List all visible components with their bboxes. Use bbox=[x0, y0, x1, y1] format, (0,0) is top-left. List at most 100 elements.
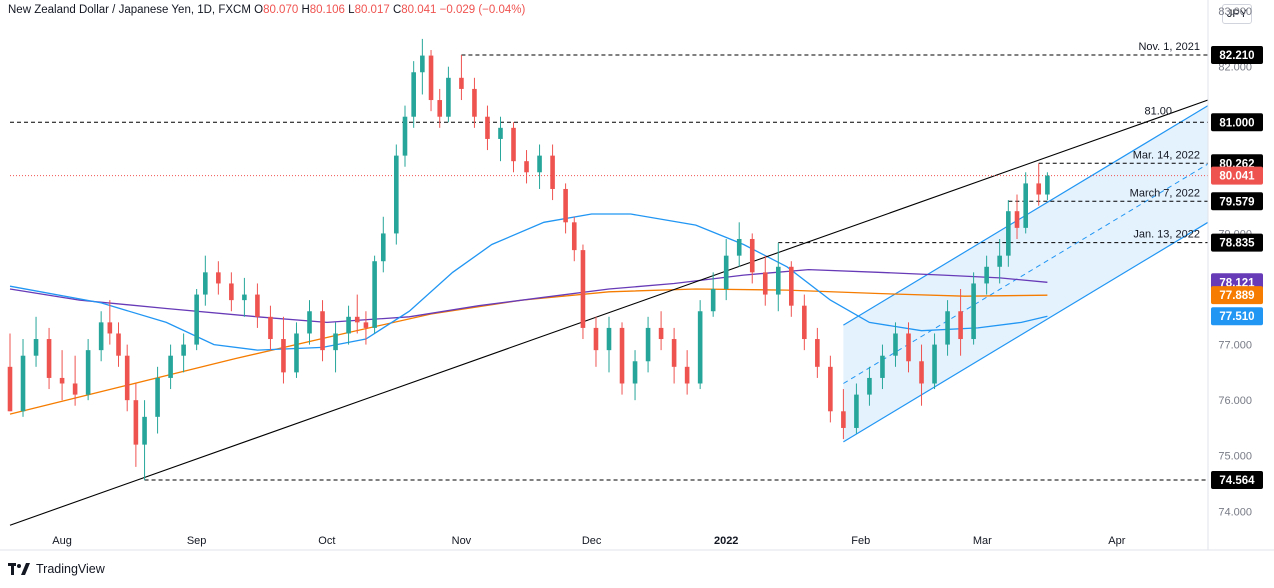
level-badge-bg bbox=[1211, 192, 1263, 211]
level-badge-text: 79.579 bbox=[1219, 196, 1254, 208]
candle bbox=[85, 339, 91, 401]
candle-body bbox=[511, 127, 516, 162]
candle bbox=[1006, 200, 1011, 267]
level-badge: 81.000 bbox=[1211, 113, 1263, 132]
candle bbox=[142, 400, 147, 481]
candle bbox=[606, 316, 612, 373]
candle bbox=[363, 311, 369, 345]
candle-body bbox=[394, 155, 399, 234]
price-axis[interactable]: 74.00075.00076.00077.00078.00079.00080.0… bbox=[1207, 0, 1263, 550]
ma-badge: 77.510 bbox=[1211, 307, 1263, 326]
price-level-note: Jan. 13, 2022 bbox=[1133, 229, 1200, 241]
level-badge: 78.835 bbox=[1211, 233, 1263, 252]
legend-symbol: New Zealand Dollar / Japanese Yen, 1D, F… bbox=[8, 4, 251, 16]
candle bbox=[880, 344, 885, 390]
candle bbox=[775, 242, 781, 312]
candle-body bbox=[363, 322, 369, 328]
chart-legend: New Zealand Dollar / Japanese Yen, 1D, F… bbox=[8, 4, 525, 16]
candle bbox=[762, 255, 768, 306]
candle-body bbox=[107, 322, 113, 334]
candle-body bbox=[59, 377, 65, 384]
candle-body bbox=[155, 377, 160, 417]
candle bbox=[72, 355, 78, 406]
candle-body bbox=[893, 333, 898, 356]
candle bbox=[710, 272, 716, 317]
legend-low: 80.017 bbox=[354, 4, 390, 16]
level-badge-text: 74.564 bbox=[1219, 475, 1255, 487]
level-badge-text: 81.000 bbox=[1219, 117, 1254, 129]
candle-body bbox=[723, 255, 729, 290]
time-axis[interactable]: Aug Sep Oct Nov Dec 2022 Feb Mar Apr bbox=[0, 535, 1274, 551]
level-badge-bg bbox=[1211, 470, 1263, 489]
candle bbox=[945, 300, 950, 356]
candle-body bbox=[945, 311, 950, 345]
y-tick-label: 83.000 bbox=[1218, 6, 1252, 18]
candle-body bbox=[537, 155, 542, 173]
candle bbox=[749, 233, 755, 284]
candle bbox=[723, 238, 729, 301]
candle bbox=[906, 322, 911, 373]
x-tick-label: Aug bbox=[52, 535, 72, 547]
price-level-note: March 7, 2022 bbox=[1130, 187, 1200, 199]
last-price-badge-text: 80.041 bbox=[1219, 171, 1255, 183]
level-badge-bg bbox=[1211, 113, 1263, 132]
candle-body bbox=[736, 238, 742, 256]
candle bbox=[802, 294, 807, 351]
candle bbox=[828, 355, 833, 423]
candle-body bbox=[1036, 183, 1042, 195]
candle bbox=[428, 50, 434, 112]
candle-body bbox=[828, 366, 833, 412]
candle-body bbox=[320, 311, 325, 351]
tradingview-logo-icon bbox=[8, 563, 30, 575]
candle bbox=[46, 327, 52, 390]
candle-body bbox=[571, 222, 577, 251]
level-badge-text: 78.835 bbox=[1219, 238, 1255, 250]
candle-body bbox=[775, 266, 781, 295]
candle-body bbox=[72, 383, 78, 395]
legend-high: 80.106 bbox=[309, 4, 345, 16]
candle-body bbox=[307, 311, 312, 334]
candles bbox=[7, 38, 1050, 481]
y-tick-label: 77.000 bbox=[1218, 340, 1252, 352]
candle bbox=[1045, 172, 1050, 201]
candle bbox=[919, 344, 924, 406]
candle bbox=[867, 366, 872, 406]
candle bbox=[320, 300, 325, 362]
candle-body bbox=[428, 55, 434, 101]
candle-body bbox=[203, 272, 208, 295]
candle bbox=[380, 216, 386, 273]
candle bbox=[997, 238, 1002, 284]
level-notes: Nov. 1, 2021 Mar. 14, 2022 March 7, 2022 Ja… bbox=[1130, 41, 1200, 241]
candle bbox=[684, 350, 690, 395]
candle-body bbox=[168, 355, 173, 378]
candle-body bbox=[268, 316, 273, 340]
candle-body bbox=[216, 272, 221, 284]
trendline-label: 81.00 bbox=[1144, 105, 1172, 117]
candle bbox=[580, 244, 586, 340]
candle bbox=[181, 333, 186, 373]
candle bbox=[789, 261, 794, 317]
candle-body bbox=[133, 400, 139, 445]
candle-body bbox=[411, 72, 416, 117]
candle bbox=[736, 222, 742, 267]
candle-body bbox=[85, 350, 91, 395]
candle bbox=[550, 144, 555, 201]
candle bbox=[971, 272, 976, 345]
candle bbox=[563, 183, 568, 234]
candle bbox=[346, 305, 351, 345]
candle bbox=[632, 350, 638, 401]
candle-body bbox=[354, 316, 360, 323]
candle bbox=[242, 277, 247, 317]
candle-body bbox=[380, 233, 386, 262]
price-chart[interactable]: Nov. 1, 2021 Mar. 14, 2022 March 7, 2022 Ja… bbox=[0, 0, 1274, 560]
candle bbox=[697, 300, 703, 390]
y-tick-label: 75.000 bbox=[1218, 451, 1252, 463]
candle-body bbox=[446, 77, 451, 117]
candle-body bbox=[420, 55, 425, 73]
x-tick-label: 2022 bbox=[714, 535, 738, 547]
candle bbox=[20, 339, 26, 417]
currency-button[interactable]: JPY bbox=[1222, 4, 1252, 24]
candle bbox=[33, 316, 39, 367]
candle bbox=[537, 144, 542, 189]
candle bbox=[446, 66, 451, 123]
